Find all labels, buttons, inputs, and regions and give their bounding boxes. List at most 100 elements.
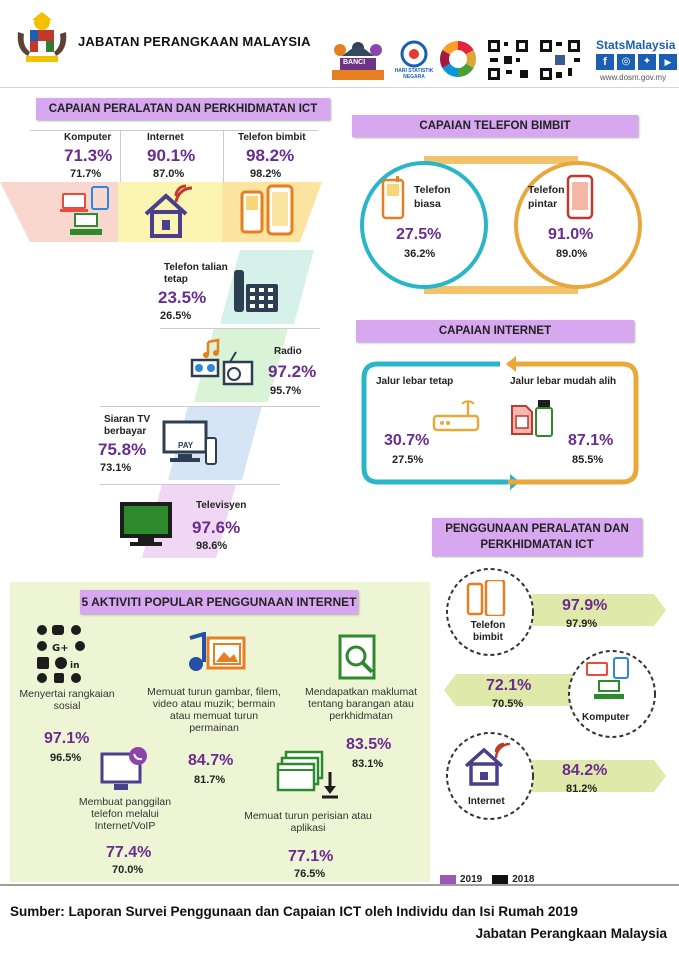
internet-access-title: CAPAIAN INTERNET bbox=[356, 320, 634, 342]
house-wifi-icon bbox=[464, 742, 511, 786]
sim-dongle-icon bbox=[511, 400, 553, 437]
ict-value-2019-internet: 90.1% bbox=[147, 146, 196, 165]
tv-icon bbox=[120, 502, 172, 546]
stats-malaysia-brand: StatsMalaysia bbox=[596, 38, 676, 52]
activity-label-media: Memuat turun gambar, filem, video atau m… bbox=[147, 686, 281, 734]
ict-value-2018-landline: 26.5% bbox=[160, 310, 192, 322]
legend-label-2019: 2019 bbox=[460, 874, 483, 885]
usage-value-2018-internet: 81.2% bbox=[566, 783, 598, 795]
ict-value-2018-telefon-bimbit: 98.2% bbox=[250, 168, 282, 180]
ict-value-2018-paytv: 73.1% bbox=[100, 462, 132, 474]
activity-value-2019-media: 84.7% bbox=[188, 752, 234, 769]
ict-value-2018-internet: 87.0% bbox=[153, 168, 185, 180]
footer-org: Jabatan Perangkaan Malaysia bbox=[475, 926, 667, 941]
usage-label-internet: Internet bbox=[468, 796, 505, 807]
qr-code-icon[interactable] bbox=[486, 38, 530, 82]
activity-value-2018-apps: 76.5% bbox=[294, 868, 326, 880]
svg-text:in: in bbox=[70, 661, 80, 671]
banci-logo-icon bbox=[332, 42, 384, 80]
mobile-label-basic: Telefon biasa bbox=[414, 184, 451, 210]
ict-label-landline: Telefon talian tetap bbox=[164, 262, 228, 285]
sdg-wheel-icon bbox=[439, 40, 477, 78]
usage-banner-computer bbox=[444, 674, 578, 706]
internet-value-2019-mobile: 87.1% bbox=[568, 432, 614, 449]
usage-label-computer: Komputer bbox=[582, 712, 630, 723]
internet-frames bbox=[361, 356, 639, 490]
mobile-value-2018-basic: 36.2% bbox=[404, 248, 436, 260]
facebook-icon[interactable]: f bbox=[596, 54, 614, 70]
internet-value-2018-fixed: 27.5% bbox=[392, 454, 424, 466]
ict-value-2019-paytv: 75.8% bbox=[98, 440, 147, 459]
banci-label: BANCI bbox=[343, 59, 366, 66]
activities-title: 5 AKTIVITI POPULAR PENGGUNAAN INTERNET bbox=[80, 590, 358, 614]
usage-value-2019-computer: 72.1% bbox=[486, 677, 532, 694]
info-search-icon bbox=[338, 634, 376, 680]
ict-value-2019-landline: 23.5% bbox=[158, 288, 207, 307]
coat-of-arms-icon bbox=[17, 12, 67, 62]
internet-label-mobile: Jalur lebar mudah alih bbox=[510, 376, 617, 387]
ict-label-radio: Radio bbox=[274, 346, 302, 357]
ict-access-title: CAPAIAN PERALATAN DAN PERKHIDMATAN ICT bbox=[36, 98, 330, 120]
ict-label-paytv: Siaran TV berbayar bbox=[104, 414, 151, 437]
mobile-label-smart: Telefon pintar bbox=[528, 184, 565, 210]
media-download-icon bbox=[189, 632, 246, 671]
footer-source: Sumber: Laporan Survei Penggunaan dan Ca… bbox=[10, 904, 578, 919]
activity-label-voip: Membuat panggilan telefon melalui Intern… bbox=[78, 796, 172, 832]
activity-value-2019-info: 83.5% bbox=[346, 736, 392, 753]
computer-icon bbox=[586, 657, 629, 699]
ict-value-2018-tv: 98.6% bbox=[196, 540, 228, 552]
ict-label-komputer: Komputer bbox=[64, 132, 112, 143]
website-link[interactable]: www.dosm.gov.my bbox=[600, 73, 667, 82]
social-icons: f ◎ ✦ ▶ bbox=[596, 54, 677, 70]
legend-swatch-2019 bbox=[440, 874, 456, 885]
legend-label-2018: 2018 bbox=[512, 874, 535, 885]
paytv-icon bbox=[162, 420, 217, 465]
pay-label: PAY bbox=[178, 441, 194, 450]
org-title: JABATAN PERANGKAAN MALAYSIA bbox=[78, 34, 311, 49]
instagram-icon[interactable]: ◎ bbox=[617, 54, 635, 70]
statistik-day-icon bbox=[400, 40, 428, 68]
activity-value-2019-social: 97.1% bbox=[44, 730, 90, 747]
ict-value-2019-tv: 97.6% bbox=[192, 518, 241, 537]
ict-value-2018-komputer: 71.7% bbox=[70, 168, 102, 180]
usage-value-2018-computer: 70.5% bbox=[492, 698, 524, 710]
qr-code-facebook-icon[interactable] bbox=[538, 38, 582, 82]
usage-label-phone: Telefon bimbit bbox=[470, 620, 506, 643]
ict-label-telefon-bimbit: Telefon bimbit bbox=[238, 132, 306, 143]
twitter-icon[interactable]: ✦ bbox=[638, 54, 656, 70]
social-media-icon: G+ in bbox=[37, 625, 85, 683]
ict-value-2019-komputer: 71.3% bbox=[64, 146, 113, 165]
phones-icon bbox=[466, 580, 506, 616]
computer-icon bbox=[60, 186, 109, 235]
youtube-icon[interactable]: ▶ bbox=[659, 54, 677, 70]
ict-label-tv: Televisyen bbox=[196, 500, 247, 511]
activity-value-2018-voip: 70.0% bbox=[112, 864, 144, 876]
feature-phone-icon bbox=[381, 176, 405, 220]
footer: Sumber: Laporan Survei Penggunaan dan Ca… bbox=[0, 884, 679, 960]
mobile-value-2019-basic: 27.5% bbox=[396, 226, 442, 243]
mobile-access-title: CAPAIAN TELEFON BIMBIT bbox=[352, 115, 638, 137]
activity-label-social: Menyertai rangkaian sosial bbox=[19, 688, 115, 712]
internet-value-2018-mobile: 85.5% bbox=[572, 454, 604, 466]
activity-label-info: Mendapatkan maklumat tentang barangan at… bbox=[304, 686, 418, 722]
activity-value-2018-social: 96.5% bbox=[50, 752, 82, 764]
smartphone-icon bbox=[566, 174, 594, 220]
app-download-icon bbox=[276, 750, 338, 799]
mobile-value-2019-smart: 91.0% bbox=[548, 226, 594, 243]
usage-title: PENGGUNAAN PERALATAN DAN PERKHIDMATAN IC… bbox=[432, 518, 642, 556]
stat-day-label: HARI STATISTIK NEGARA bbox=[394, 68, 434, 80]
mobile-value-2018-smart: 89.0% bbox=[556, 248, 588, 260]
ict-value-2018-radio: 95.7% bbox=[270, 385, 302, 397]
ict-value-2019-telefon-bimbit: 98.2% bbox=[246, 146, 295, 165]
usage-value-2018-phone: 97.9% bbox=[566, 618, 598, 630]
usage-circle-internet bbox=[446, 732, 534, 820]
activity-value-2019-apps: 77.1% bbox=[288, 848, 334, 865]
ict-value-2019-radio: 97.2% bbox=[268, 362, 317, 381]
activity-value-2018-info: 83.1% bbox=[352, 758, 384, 770]
usage-value-2019-internet: 84.2% bbox=[562, 762, 608, 779]
usage-banner-internet bbox=[532, 760, 666, 792]
radio-icon bbox=[190, 338, 254, 386]
landline-icon bbox=[234, 270, 278, 312]
mobile-circles bbox=[360, 156, 642, 294]
internet-value-2019-fixed: 30.7% bbox=[384, 432, 430, 449]
